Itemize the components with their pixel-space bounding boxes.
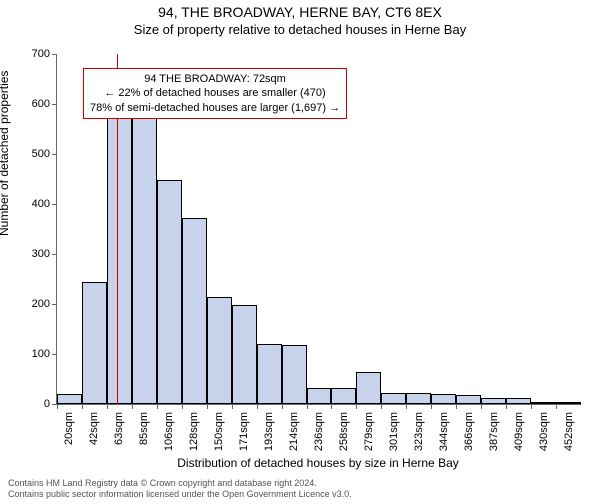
histogram-bar	[356, 372, 381, 405]
x-tick-label: 258sqm	[338, 412, 350, 452]
x-tick	[307, 404, 308, 409]
x-tick	[82, 404, 83, 409]
histogram-bar	[531, 402, 556, 404]
histogram-bar	[307, 388, 332, 404]
x-tick-label: 171sqm	[238, 412, 250, 452]
x-tick-label: 150sqm	[213, 412, 225, 452]
histogram-bar	[556, 402, 581, 404]
histogram-bar	[182, 218, 207, 404]
annotation-line3: 78% of semi-detached houses are larger (…	[90, 101, 340, 115]
x-tick-label: 42sqm	[88, 412, 100, 452]
x-tick-label: 20sqm	[63, 412, 75, 452]
x-tick-label: 323sqm	[413, 412, 425, 452]
histogram-bar	[456, 395, 481, 404]
x-axis-title: Distribution of detached houses by size …	[56, 456, 580, 470]
y-tick	[52, 254, 57, 255]
x-tick	[556, 404, 557, 409]
x-tick-label: 85sqm	[138, 412, 150, 452]
x-tick-label: 279sqm	[363, 412, 375, 452]
x-tick	[157, 404, 158, 409]
histogram-bar	[157, 180, 182, 404]
y-tick-label: 600	[0, 98, 50, 110]
x-tick-label: 452sqm	[563, 412, 575, 452]
footer: Contains HM Land Registry data © Crown c…	[8, 478, 352, 501]
histogram-bar	[406, 393, 431, 404]
x-tick	[57, 404, 58, 409]
x-tick-label: 387sqm	[488, 412, 500, 452]
x-tick	[356, 404, 357, 409]
x-tick-label: 106sqm	[163, 412, 175, 452]
x-tick-label: 409sqm	[513, 412, 525, 452]
x-tick	[506, 404, 507, 409]
x-tick-label: 63sqm	[113, 412, 125, 452]
annotation-line1: 94 THE BROADWAY: 72sqm	[90, 72, 340, 86]
x-tick	[132, 404, 133, 409]
x-tick-label: 301sqm	[388, 412, 400, 452]
histogram-bar	[282, 345, 307, 404]
histogram-bar	[257, 344, 282, 404]
chart-plot-area: 94 THE BROADWAY: 72sqm ← 22% of detached…	[56, 54, 581, 405]
x-tick	[481, 404, 482, 409]
histogram-bar	[381, 393, 406, 404]
x-tick	[331, 404, 332, 409]
y-tick-label: 400	[0, 198, 50, 210]
y-tick	[52, 54, 57, 55]
y-tick	[52, 204, 57, 205]
x-tick	[182, 404, 183, 409]
y-tick	[52, 304, 57, 305]
histogram-bar	[481, 398, 506, 404]
y-tick	[52, 354, 57, 355]
y-tick-label: 500	[0, 148, 50, 160]
chart-container: 94, THE BROADWAY, HERNE BAY, CT6 8EX Siz…	[0, 4, 600, 504]
page-subtitle: Size of property relative to detached ho…	[0, 22, 600, 37]
x-tick	[456, 404, 457, 409]
y-tick-label: 200	[0, 298, 50, 310]
histogram-bar	[82, 282, 107, 405]
histogram-bar	[57, 394, 82, 404]
y-tick	[52, 104, 57, 105]
x-tick	[107, 404, 108, 409]
histogram-bar	[232, 305, 257, 404]
histogram-bar	[506, 398, 531, 404]
x-tick	[282, 404, 283, 409]
x-tick	[257, 404, 258, 409]
page-title: 94, THE BROADWAY, HERNE BAY, CT6 8EX	[0, 4, 600, 20]
x-tick-label: 128sqm	[188, 412, 200, 452]
x-tick-label: 236sqm	[313, 412, 325, 452]
x-tick	[232, 404, 233, 409]
y-tick	[52, 154, 57, 155]
histogram-bar	[331, 388, 356, 404]
x-tick-label: 344sqm	[438, 412, 450, 452]
x-tick	[431, 404, 432, 409]
y-tick-label: 100	[0, 348, 50, 360]
x-tick-label: 214sqm	[288, 412, 300, 452]
histogram-bar	[107, 99, 132, 404]
footer-line1: Contains HM Land Registry data © Crown c…	[8, 478, 352, 490]
x-tick	[531, 404, 532, 409]
x-tick-label: 366sqm	[463, 412, 475, 452]
y-tick-label: 0	[0, 398, 50, 410]
footer-line2: Contains public sector information licen…	[8, 489, 352, 501]
histogram-bar	[431, 394, 456, 404]
histogram-bar	[207, 297, 232, 405]
y-tick-label: 300	[0, 248, 50, 260]
x-tick	[406, 404, 407, 409]
y-tick-label: 700	[0, 48, 50, 60]
annotation-box: 94 THE BROADWAY: 72sqm ← 22% of detached…	[83, 68, 347, 119]
x-tick	[381, 404, 382, 409]
annotation-line2: ← 22% of detached houses are smaller (47…	[90, 86, 340, 100]
x-tick-label: 193sqm	[263, 412, 275, 452]
x-tick-label: 430sqm	[538, 412, 550, 452]
x-tick	[207, 404, 208, 409]
histogram-bar	[132, 109, 157, 404]
